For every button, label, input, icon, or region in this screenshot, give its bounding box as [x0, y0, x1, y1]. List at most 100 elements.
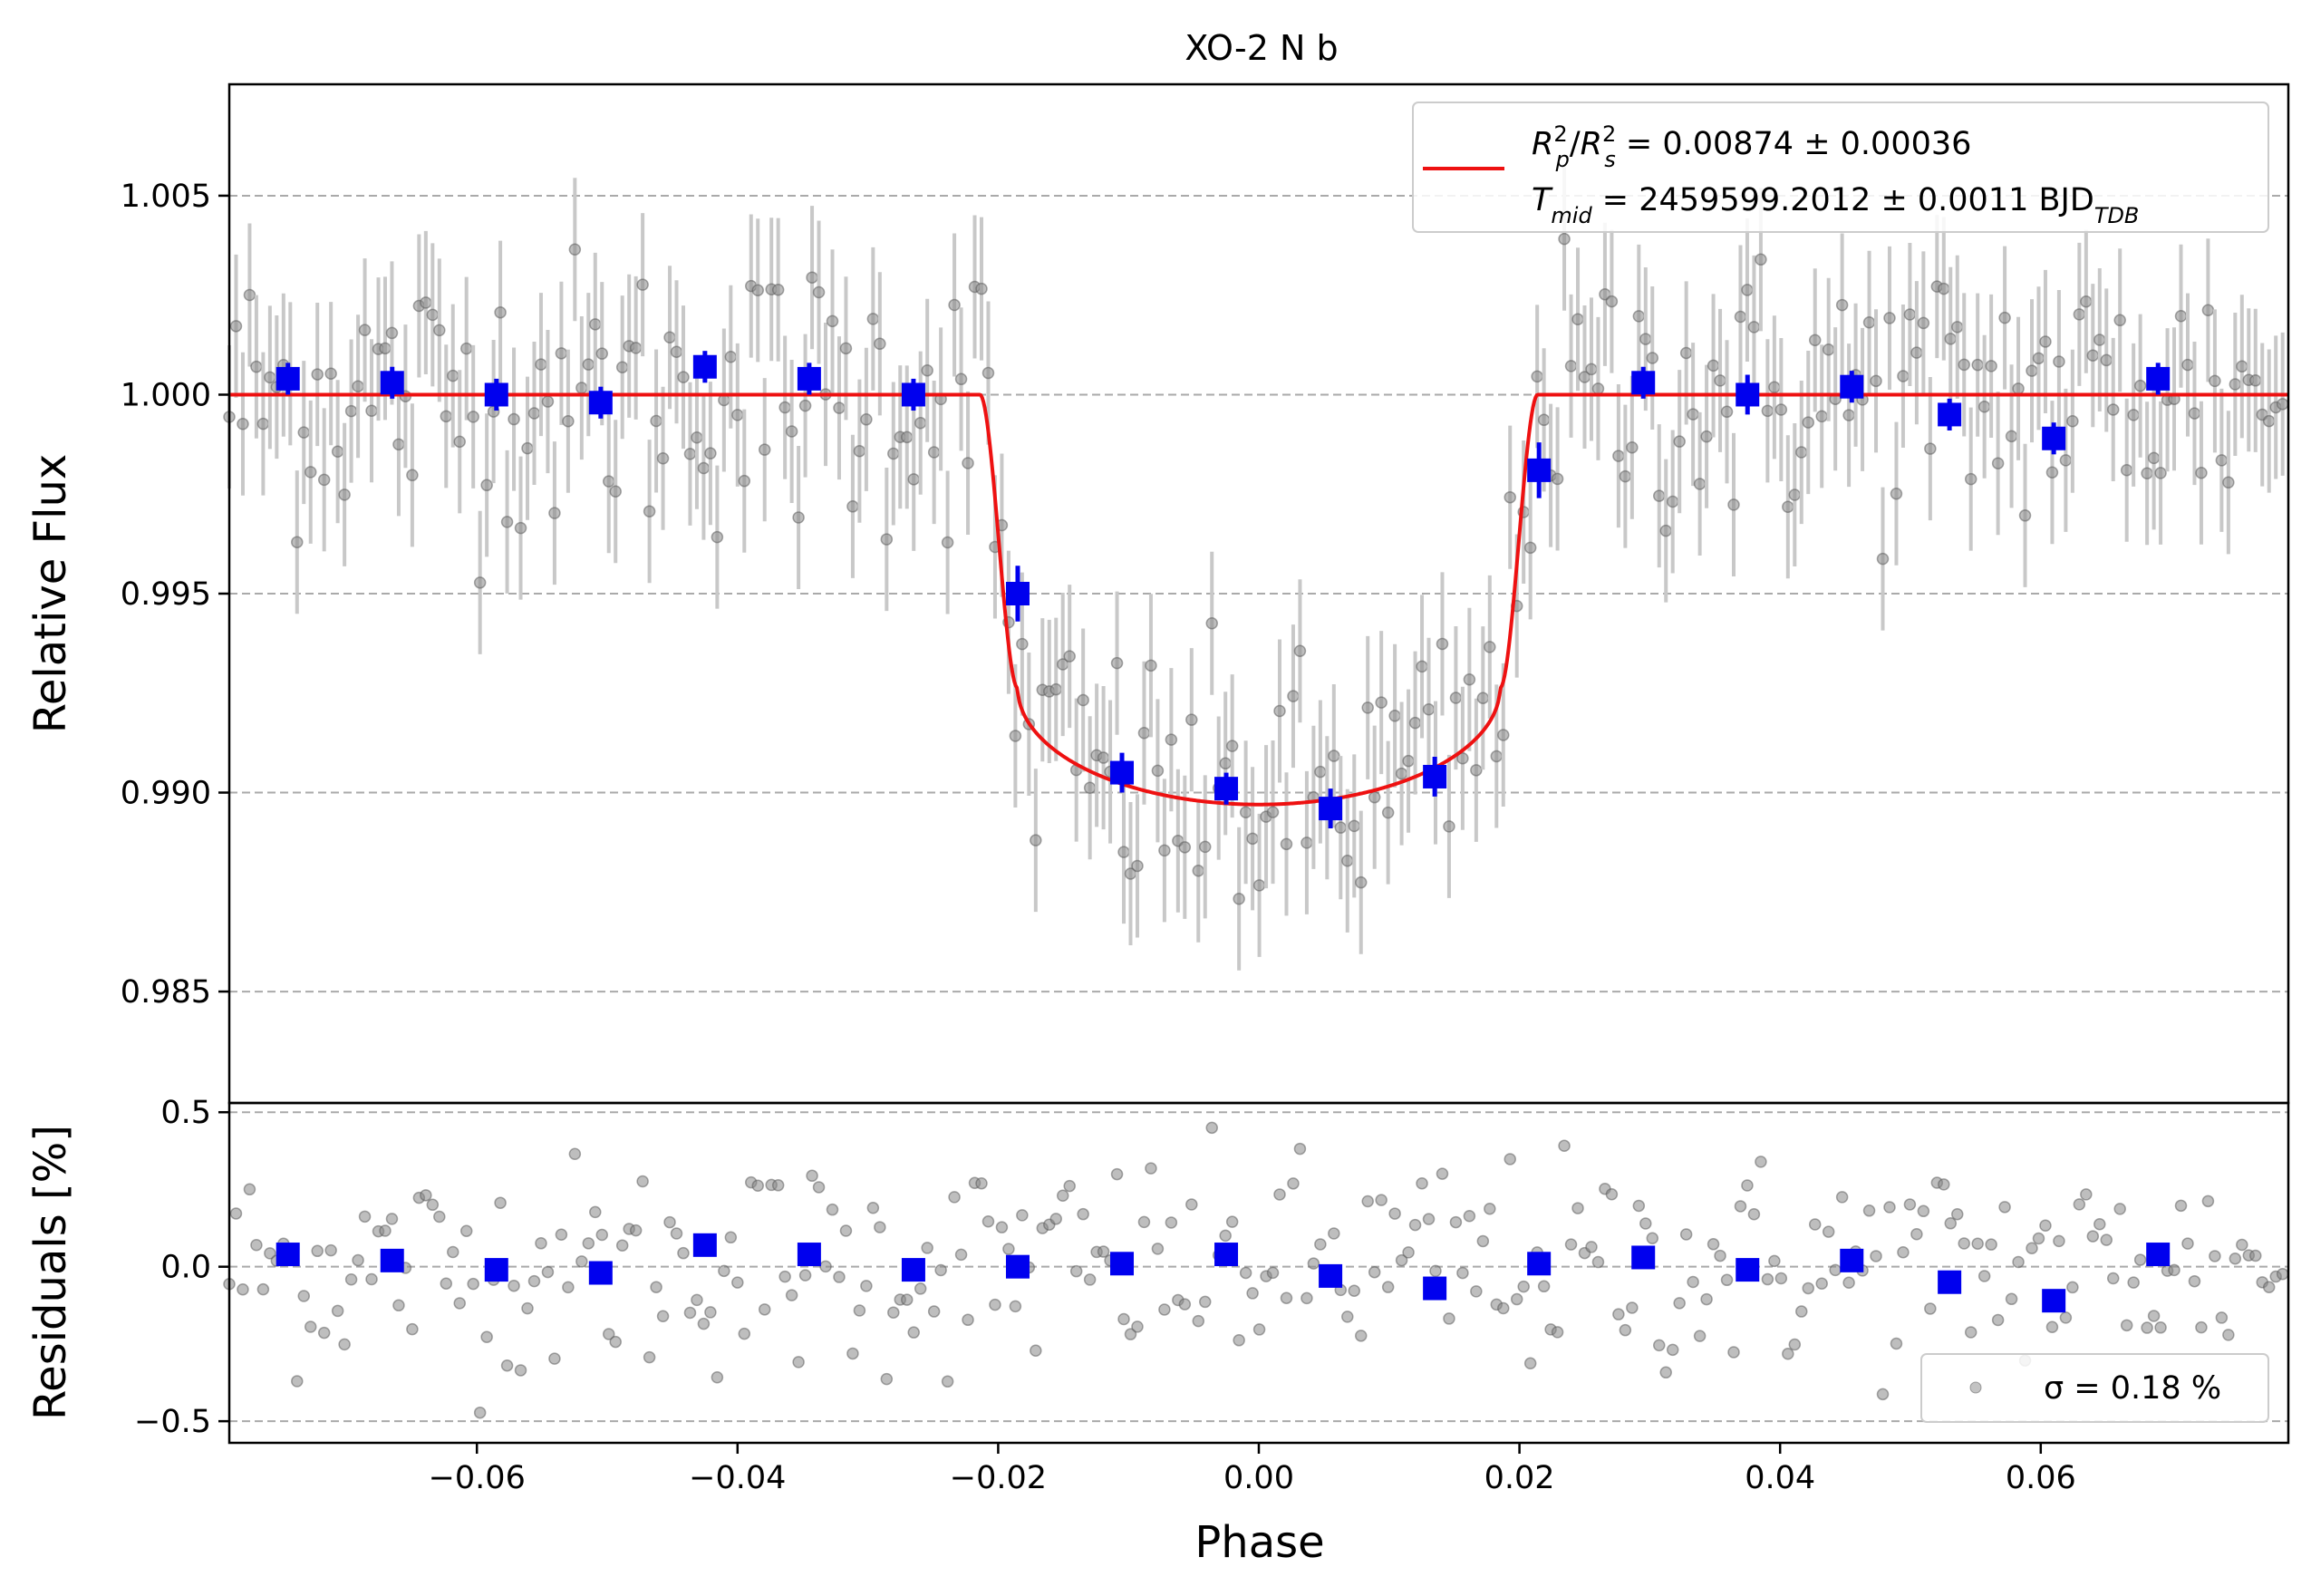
- residual-raw-point: [839, 1224, 853, 1237]
- flux-raw-point: [1788, 488, 1802, 501]
- flux-raw-point: [636, 278, 649, 291]
- flux-raw-point: [629, 342, 643, 354]
- residual-raw-point: [1768, 1254, 1781, 1268]
- flux-raw-point: [1903, 308, 1917, 321]
- residual-raw-point: [1449, 1215, 1463, 1229]
- residual-raw-point: [2195, 1320, 2208, 1334]
- flux-raw-point: [2113, 314, 2126, 327]
- residual-raw-point: [2113, 1203, 2126, 1215]
- residual-raw-point: [615, 1239, 629, 1252]
- residual-raw-point: [1246, 1287, 1259, 1300]
- residual-raw-point: [1639, 1217, 1652, 1230]
- residual-raw-point: [568, 1147, 582, 1161]
- residual-raw-point: [609, 1335, 622, 1349]
- flux-raw-point: [2154, 467, 2167, 479]
- residual-raw-point: [1802, 1282, 1815, 1295]
- residual-raw-point: [420, 1189, 432, 1202]
- residual-binned-point: [1736, 1258, 1760, 1282]
- flux-raw-point: [1395, 767, 1408, 780]
- residual-raw-point: [338, 1338, 351, 1351]
- residual-raw-point: [1381, 1281, 1395, 1293]
- flux-raw-point: [948, 298, 961, 312]
- flux-raw-point: [508, 412, 520, 426]
- flux-raw-point: [2147, 451, 2161, 465]
- residual-raw-point: [1002, 1243, 1015, 1255]
- residual-raw-point: [1835, 1191, 1849, 1204]
- flux-raw-point: [643, 505, 656, 517]
- residual-raw-point: [1192, 1314, 1205, 1328]
- flux-y-axis-label: Relative Flux: [25, 454, 76, 734]
- residual-raw-point: [480, 1330, 493, 1343]
- flux-raw-point: [317, 473, 331, 487]
- flux-raw-point: [297, 426, 311, 439]
- flux-binned-point: [2042, 426, 2066, 450]
- flux-raw-point: [1795, 446, 1808, 459]
- legend-midtransit-time: Tmid = 2459599.2012 ± 0.0011 BJDTDB: [1532, 182, 2139, 228]
- flux-raw-point: [304, 466, 317, 479]
- flux-raw-point: [250, 360, 263, 373]
- residual-raw-point: [1388, 1207, 1401, 1220]
- residual-raw-point: [771, 1179, 785, 1192]
- flux-raw-point: [1266, 806, 1280, 818]
- flux-binned-point: [484, 382, 508, 407]
- residual-raw-point: [1429, 1264, 1442, 1278]
- residual-raw-point: [433, 1210, 446, 1224]
- flux-raw-point: [1727, 498, 1740, 511]
- residual-raw-point: [914, 1282, 927, 1295]
- flux-raw-point: [1862, 316, 1876, 329]
- flux-raw-point: [826, 314, 839, 328]
- residual-raw-point: [778, 1270, 791, 1283]
- flux-raw-point: [467, 411, 479, 423]
- residual-raw-point: [1585, 1241, 1598, 1253]
- residual-raw-point: [514, 1364, 527, 1377]
- flux-raw-point: [2106, 403, 2120, 416]
- flux-raw-point: [480, 479, 493, 492]
- flux-binned-point: [588, 391, 613, 415]
- flux-raw-point: [2215, 454, 2229, 467]
- residual-raw-point: [1314, 1238, 1327, 1251]
- residual-raw-point: [1205, 1121, 1218, 1135]
- flux-raw-point: [1341, 855, 1354, 867]
- residual-raw-point: [2100, 1233, 2113, 1246]
- flux-raw-point: [758, 443, 771, 456]
- residual-raw-point: [1117, 1312, 1130, 1326]
- flux-raw-point: [1639, 333, 1652, 345]
- flux-raw-point: [683, 448, 697, 460]
- flux-raw-point: [1693, 478, 1707, 490]
- residual-raw-point: [562, 1281, 575, 1294]
- flux-raw-point: [2229, 378, 2242, 391]
- residual-binned-point: [276, 1243, 300, 1267]
- flux-raw-point: [1408, 716, 1422, 730]
- flux-raw-point: [1273, 704, 1286, 718]
- residual-raw-point: [1293, 1142, 1307, 1156]
- flux-raw-point: [731, 409, 744, 421]
- flux-raw-point: [1252, 879, 1266, 892]
- residual-raw-point: [1199, 1295, 1212, 1309]
- residuals-legend: σ = 0.18 %: [1920, 1353, 2269, 1423]
- residual-raw-point: [1422, 1213, 1436, 1225]
- residual-raw-point: [1917, 1204, 1930, 1218]
- flux-raw-point: [527, 407, 541, 420]
- residual-raw-point: [1145, 1162, 1157, 1175]
- flux-raw-point: [1652, 489, 1666, 502]
- flux-raw-point: [880, 533, 894, 546]
- residual-raw-point: [555, 1228, 568, 1241]
- flux-raw-point: [2127, 409, 2140, 421]
- residual-raw-point: [663, 1215, 676, 1229]
- residual-raw-point: [711, 1370, 724, 1384]
- residual-raw-point: [860, 1280, 873, 1292]
- residual-raw-point: [1341, 1311, 1354, 1323]
- flux-raw-point: [1361, 701, 1374, 714]
- flux-raw-point: [751, 284, 764, 297]
- legend-sigma: σ = 0.18 %: [2044, 1370, 2221, 1407]
- flux-raw-point: [575, 382, 588, 394]
- residual-raw-point: [697, 1317, 711, 1330]
- flux-raw-point: [927, 446, 941, 459]
- residual-raw-point: [1124, 1328, 1137, 1340]
- residual-raw-point: [358, 1210, 372, 1224]
- flux-raw-point: [1890, 487, 1903, 500]
- residual-raw-point: [1842, 1276, 1855, 1290]
- residual-raw-point: [2249, 1249, 2262, 1262]
- flux-raw-point: [2086, 349, 2100, 362]
